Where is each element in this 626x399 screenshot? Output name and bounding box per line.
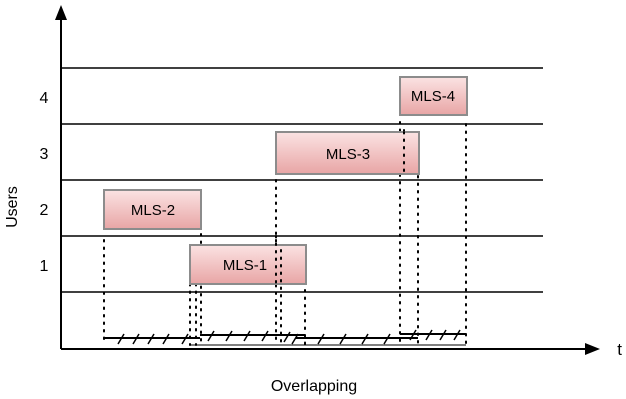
session-label: MLS-1: [223, 257, 267, 274]
session-label: MLS-3: [326, 146, 370, 163]
user-tick-1: 1: [40, 258, 49, 275]
user-tick-2: 2: [40, 202, 49, 219]
session-label: MLS-2: [131, 202, 175, 219]
session-box: [103, 189, 202, 230]
session-mls-4: MLS-4: [399, 76, 468, 116]
y-axis-arrowhead: [55, 5, 67, 20]
session-box: [275, 131, 420, 175]
caption: Overlapping: [271, 378, 357, 395]
user-tick-3: 3: [40, 146, 49, 163]
row-separator-lines: [61, 67, 543, 293]
session-mls-1: MLS-1: [189, 244, 307, 285]
timeline-hatching: [117, 329, 461, 345]
x-axis-arrowhead: [585, 343, 600, 355]
y-axis-label: Users: [4, 186, 21, 228]
session-box: [399, 76, 468, 116]
overlay-dots: [275, 131, 405, 285]
x-axis-label: t: [617, 340, 622, 359]
session-mls-3: MLS-3: [275, 131, 420, 175]
session-mls-2: MLS-2: [103, 189, 202, 230]
session-box: [189, 244, 307, 285]
user-tick-4: 4: [40, 90, 49, 107]
session-label: MLS-4: [411, 88, 455, 105]
overlap-timeline: [104, 329, 466, 346]
